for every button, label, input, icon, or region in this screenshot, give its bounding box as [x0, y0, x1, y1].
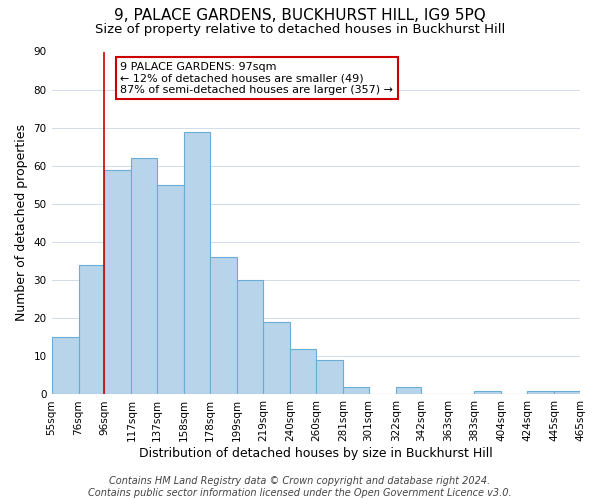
Bar: [343, 387, 368, 394]
Bar: [316, 360, 343, 394]
X-axis label: Distribution of detached houses by size in Buckhurst Hill: Distribution of detached houses by size …: [139, 447, 493, 460]
Bar: [527, 390, 554, 394]
Bar: [79, 265, 104, 394]
Bar: [184, 132, 210, 394]
Bar: [554, 390, 580, 394]
Bar: [157, 185, 184, 394]
Bar: [52, 338, 79, 394]
Text: Size of property relative to detached houses in Buckhurst Hill: Size of property relative to detached ho…: [95, 22, 505, 36]
Bar: [104, 170, 131, 394]
Bar: [210, 258, 237, 394]
Bar: [475, 390, 502, 394]
Bar: [237, 280, 263, 394]
Y-axis label: Number of detached properties: Number of detached properties: [15, 124, 28, 322]
Text: 9 PALACE GARDENS: 97sqm
← 12% of detached houses are smaller (49)
87% of semi-de: 9 PALACE GARDENS: 97sqm ← 12% of detache…: [120, 62, 393, 95]
Bar: [131, 158, 157, 394]
Bar: [290, 348, 316, 395]
Bar: [263, 322, 290, 394]
Bar: [395, 387, 421, 394]
Text: Contains HM Land Registry data © Crown copyright and database right 2024.
Contai: Contains HM Land Registry data © Crown c…: [88, 476, 512, 498]
Text: 9, PALACE GARDENS, BUCKHURST HILL, IG9 5PQ: 9, PALACE GARDENS, BUCKHURST HILL, IG9 5…: [114, 8, 486, 22]
